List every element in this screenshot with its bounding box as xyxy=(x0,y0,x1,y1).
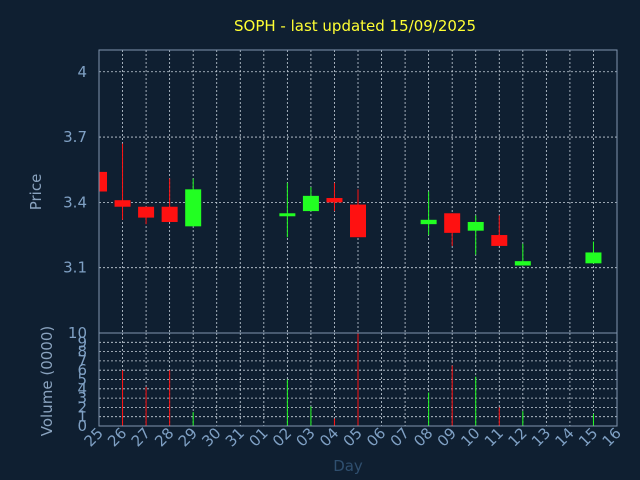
candle-body xyxy=(326,198,343,203)
x-axis: 2526272829303101020304050607080910111213… xyxy=(81,424,625,450)
candle-body xyxy=(279,213,296,217)
candle-body xyxy=(161,206,178,222)
candle-body xyxy=(491,235,508,246)
candle-body xyxy=(99,171,107,192)
volume-tick-label: 4 xyxy=(77,380,87,398)
price-tick-label: 4 xyxy=(77,63,87,81)
candle-body xyxy=(185,189,202,227)
volume-tick-label: 7 xyxy=(77,352,87,370)
candle-body xyxy=(444,213,461,233)
volume-tick-label: 2 xyxy=(77,398,87,416)
chart-title: SOPH - last updated 15/09/2025 xyxy=(234,17,476,35)
price-tick-label: 3.1 xyxy=(63,259,87,277)
volume-tick-label: 9 xyxy=(77,333,87,351)
volume-frame xyxy=(98,332,618,427)
candle-body xyxy=(514,261,531,266)
candle-body xyxy=(420,219,437,225)
volume-axis-label: Volume (0000) xyxy=(38,326,56,436)
price-tick-label: 3.7 xyxy=(63,128,87,146)
x-axis-label: Day xyxy=(333,457,363,475)
volume-tick-label: 1 xyxy=(77,408,87,426)
volume-tick-label: 10 xyxy=(68,324,87,342)
candle-body xyxy=(114,200,131,207)
volume-tick-label: 6 xyxy=(77,361,87,379)
price-tick-label: 3.4 xyxy=(63,193,87,211)
candle-body xyxy=(467,221,484,231)
candle-body xyxy=(302,195,319,212)
price-axis-label: Price xyxy=(27,174,45,211)
volume-tick-label: 3 xyxy=(77,389,87,407)
price-panel: 4 3.7 3.4 3.1 xyxy=(63,49,618,334)
candle-body xyxy=(585,252,602,264)
volume-tick-label: 5 xyxy=(77,371,87,389)
volume-tick-label: 0 xyxy=(77,417,87,435)
candle-body xyxy=(350,204,366,238)
candle-body xyxy=(138,206,155,218)
volume-tick-label: 8 xyxy=(77,343,87,361)
